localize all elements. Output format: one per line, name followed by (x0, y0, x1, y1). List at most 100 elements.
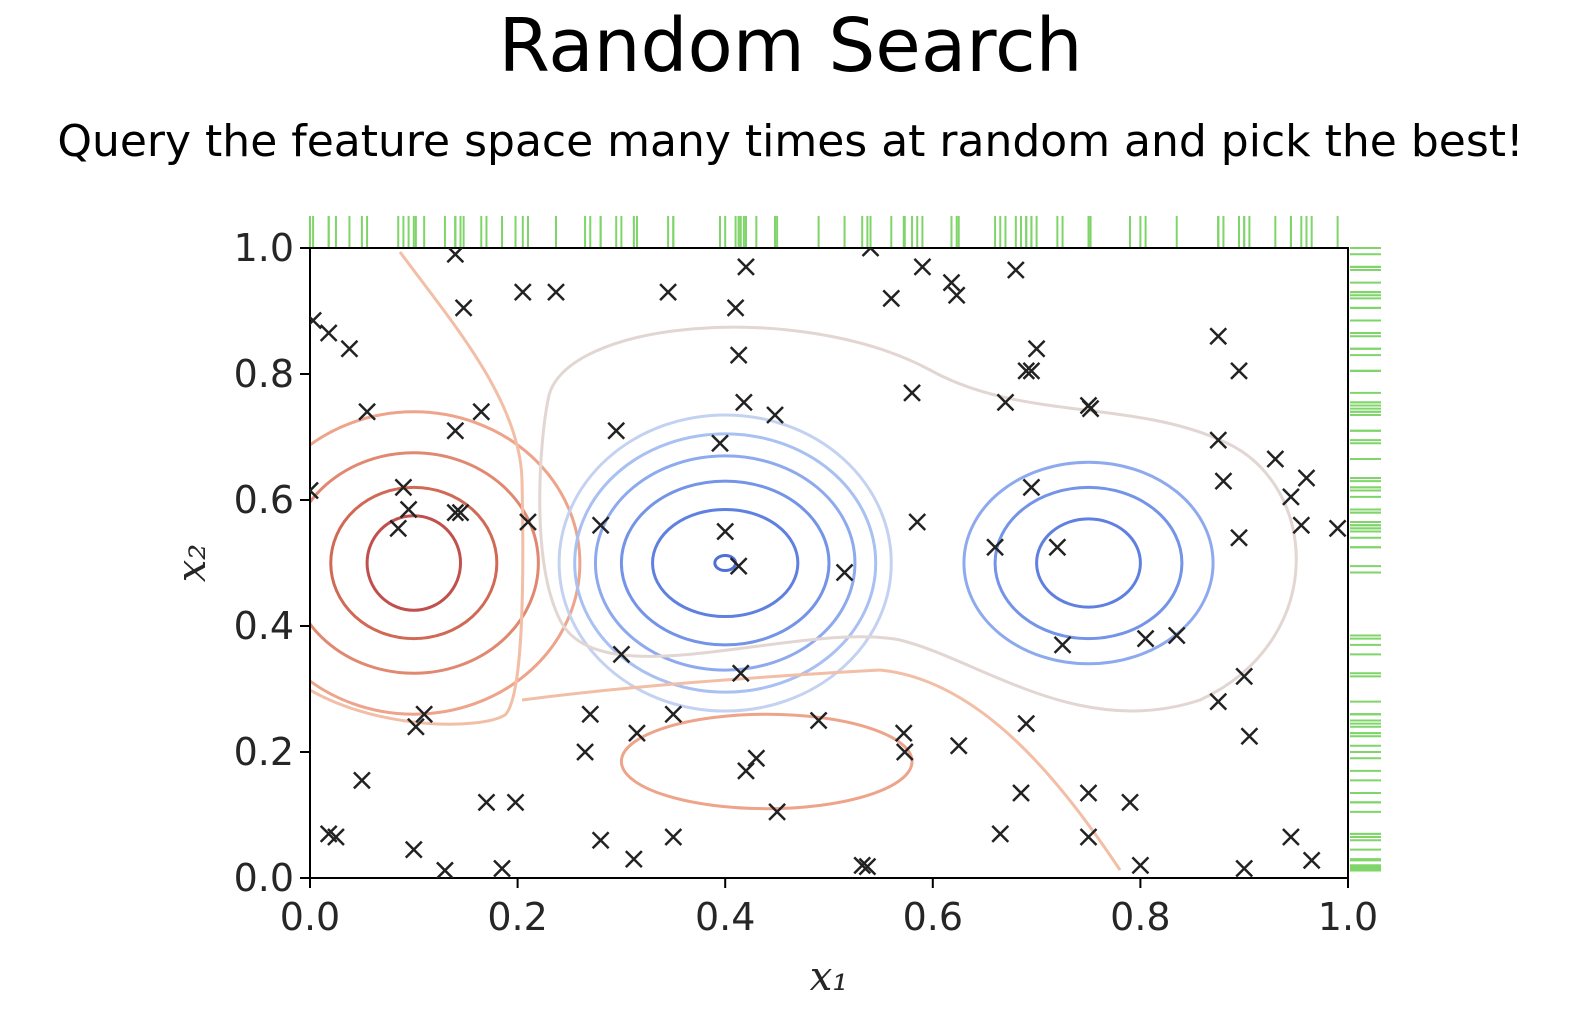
y-tick-label: 0.2 (234, 730, 294, 774)
sample-point-marker (1214, 472, 1233, 490)
sample-point-marker (735, 393, 753, 412)
sample-point-marker (581, 705, 600, 724)
sample-point-marker (1081, 399, 1100, 418)
contour-blue-ring (651, 507, 800, 619)
sample-point-marker (1230, 361, 1248, 380)
y-tick-label: 0.8 (234, 352, 294, 396)
sample-point-marker (991, 825, 1010, 843)
sample-point-marker (711, 434, 729, 453)
sample-point-marker (908, 513, 927, 531)
sample-point-marker (949, 736, 968, 755)
sample-point-marker (882, 289, 901, 308)
sample-point-marker (996, 393, 1015, 412)
sample-point-marker (358, 402, 376, 421)
sample-point-marker (513, 283, 532, 301)
sample-point-marker (1006, 261, 1025, 279)
sample-point-marker (628, 724, 646, 742)
sample-point-marker (404, 840, 423, 859)
contour-blue-ring (593, 454, 857, 672)
slide-subtitle: Query the feature space many times at ra… (57, 116, 1524, 167)
sample-point-marker (1292, 516, 1311, 535)
sample-point-marker (1048, 538, 1067, 557)
sample-point-marker (664, 828, 683, 846)
contour-boundary (310, 251, 525, 726)
sample-point-marker (477, 793, 496, 812)
sample-point-marker (1240, 727, 1259, 746)
y-axis-label: x₂ (169, 544, 215, 583)
sample-point-marker (446, 248, 465, 264)
contour-red-ring (329, 485, 499, 641)
sample-point-marker (472, 402, 491, 421)
sample-point-marker (747, 749, 766, 768)
y-tick-label: 1.0 (234, 226, 294, 270)
x-tick-label: 0.0 (280, 895, 340, 939)
sample-point-marker (340, 339, 359, 358)
sample-point-marker (903, 384, 921, 402)
sample-point-marker (861, 248, 880, 257)
contour-blue-ring (557, 413, 893, 713)
sample-point-marker (446, 503, 465, 522)
contour-blue-ring (573, 432, 878, 694)
sample-point-marker (319, 324, 338, 342)
sample-point-marker (1027, 339, 1046, 358)
sample-point-marker (1282, 487, 1300, 506)
sample-point-marker (835, 563, 854, 582)
sample-point-marker (1302, 851, 1321, 870)
sample-point-marker (454, 298, 473, 317)
x-tick-label: 0.4 (695, 895, 755, 939)
sample-point-marker (399, 500, 418, 519)
sample-point-marker (737, 258, 755, 276)
sample-point-marker (913, 258, 932, 276)
sample-point-marker (894, 724, 913, 742)
sample-point-marker (506, 793, 525, 812)
contour-red-ring (365, 514, 463, 612)
top-rug-marks (309, 216, 1339, 247)
sample-point-marker (353, 771, 371, 790)
y-tick-label: 0.4 (234, 604, 294, 648)
sample-point-marker (310, 311, 322, 330)
sample-point-marker (446, 421, 465, 440)
contour-blue-ring (993, 485, 1184, 641)
sample-point-marker (591, 516, 610, 535)
sample-point-marker (389, 519, 408, 538)
sample-point-marker (612, 645, 631, 664)
sample-point-marker (858, 857, 877, 876)
sample-point-marker (519, 513, 537, 531)
plot-frame (309, 247, 1349, 879)
x-tick-label: 1.0 (1318, 895, 1378, 939)
x-tick-label: 0.8 (1110, 895, 1170, 939)
sample-point-marker (493, 859, 511, 878)
sample-point-marker (1017, 361, 1036, 380)
sample-point-marker (624, 850, 643, 868)
sample-point-marker (1022, 478, 1041, 497)
sample-point-marker (1235, 859, 1254, 878)
sample-point-marker (1266, 450, 1285, 468)
sample-point-marker (436, 861, 454, 878)
y-tick-label: 0.0 (234, 856, 294, 900)
sample-point-marker (1053, 636, 1072, 654)
sample-point-marker (895, 743, 914, 761)
sample-point-marker (394, 478, 413, 497)
sample-point-marker (716, 522, 735, 541)
sample-point-marker (415, 705, 434, 724)
sample-point-marker (1079, 828, 1098, 846)
contour-red-ring (310, 410, 582, 716)
sample-point-marker (310, 481, 319, 500)
sample-point-marker (576, 743, 594, 761)
sample-point-marker (766, 406, 784, 424)
sample-point-marker (1079, 784, 1098, 802)
sample-point-marker (853, 856, 872, 875)
sample-point-marker (1209, 692, 1228, 711)
sample-point-marker (1022, 361, 1041, 380)
sample-point-marker (327, 828, 345, 846)
contour-blue-ring (619, 479, 831, 647)
sample-point-marker (451, 503, 470, 522)
sample-point-marker (1297, 469, 1316, 487)
sample-point-marker (1121, 793, 1139, 812)
contour-outer (538, 325, 1298, 713)
sample-point-marker (729, 557, 748, 576)
sample-point-marker (1167, 626, 1186, 645)
sample-point-marker (547, 283, 565, 301)
sample-point-marker (1328, 519, 1347, 538)
